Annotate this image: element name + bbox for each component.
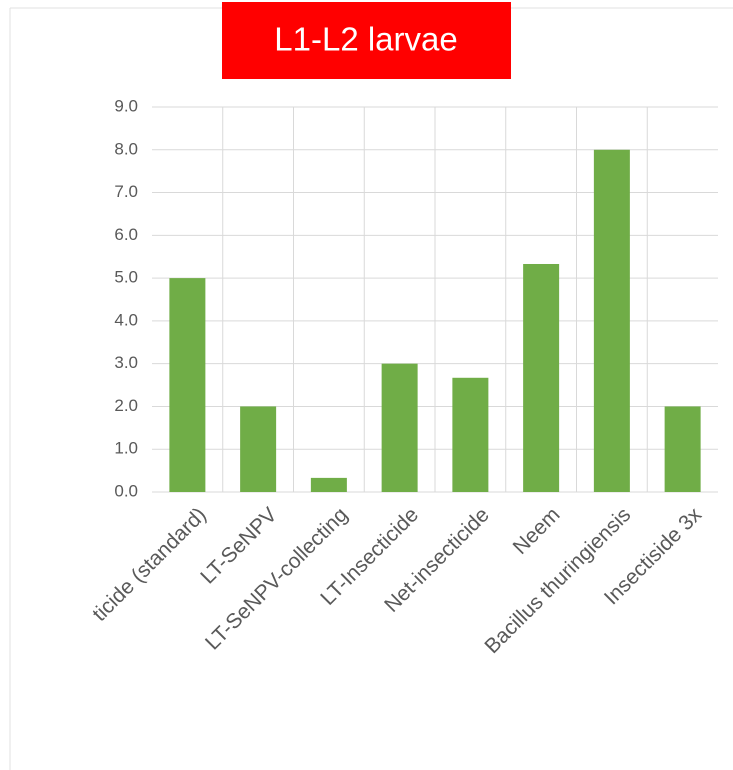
x-tick-label: ticide (standard) <box>88 503 211 626</box>
bar <box>523 263 560 492</box>
y-tick-label: 0.0 <box>114 481 138 500</box>
y-tick-label: 3.0 <box>114 353 138 372</box>
x-tick-label: LT-SeNPV-collecting <box>201 503 352 654</box>
y-tick-label: 7.0 <box>114 182 138 201</box>
chart-title: L1-L2 larvae <box>274 21 457 58</box>
y-tick-label: 4.0 <box>114 310 138 329</box>
bar <box>310 477 347 492</box>
y-tick-label: 8.0 <box>114 139 138 158</box>
bar <box>664 406 701 492</box>
y-tick-label: 5.0 <box>114 268 138 287</box>
y-tick-label: 1.0 <box>114 439 138 458</box>
bar <box>593 149 630 492</box>
x-tick-label: Neem <box>509 503 565 559</box>
bar <box>381 363 418 492</box>
bar <box>452 377 489 492</box>
y-tick-label: 6.0 <box>114 225 138 244</box>
y-tick-label: 2.0 <box>114 396 138 415</box>
bar <box>169 278 206 492</box>
title-box <box>222 2 511 79</box>
y-tick-label: 9.0 <box>114 96 138 115</box>
bar <box>240 406 277 492</box>
